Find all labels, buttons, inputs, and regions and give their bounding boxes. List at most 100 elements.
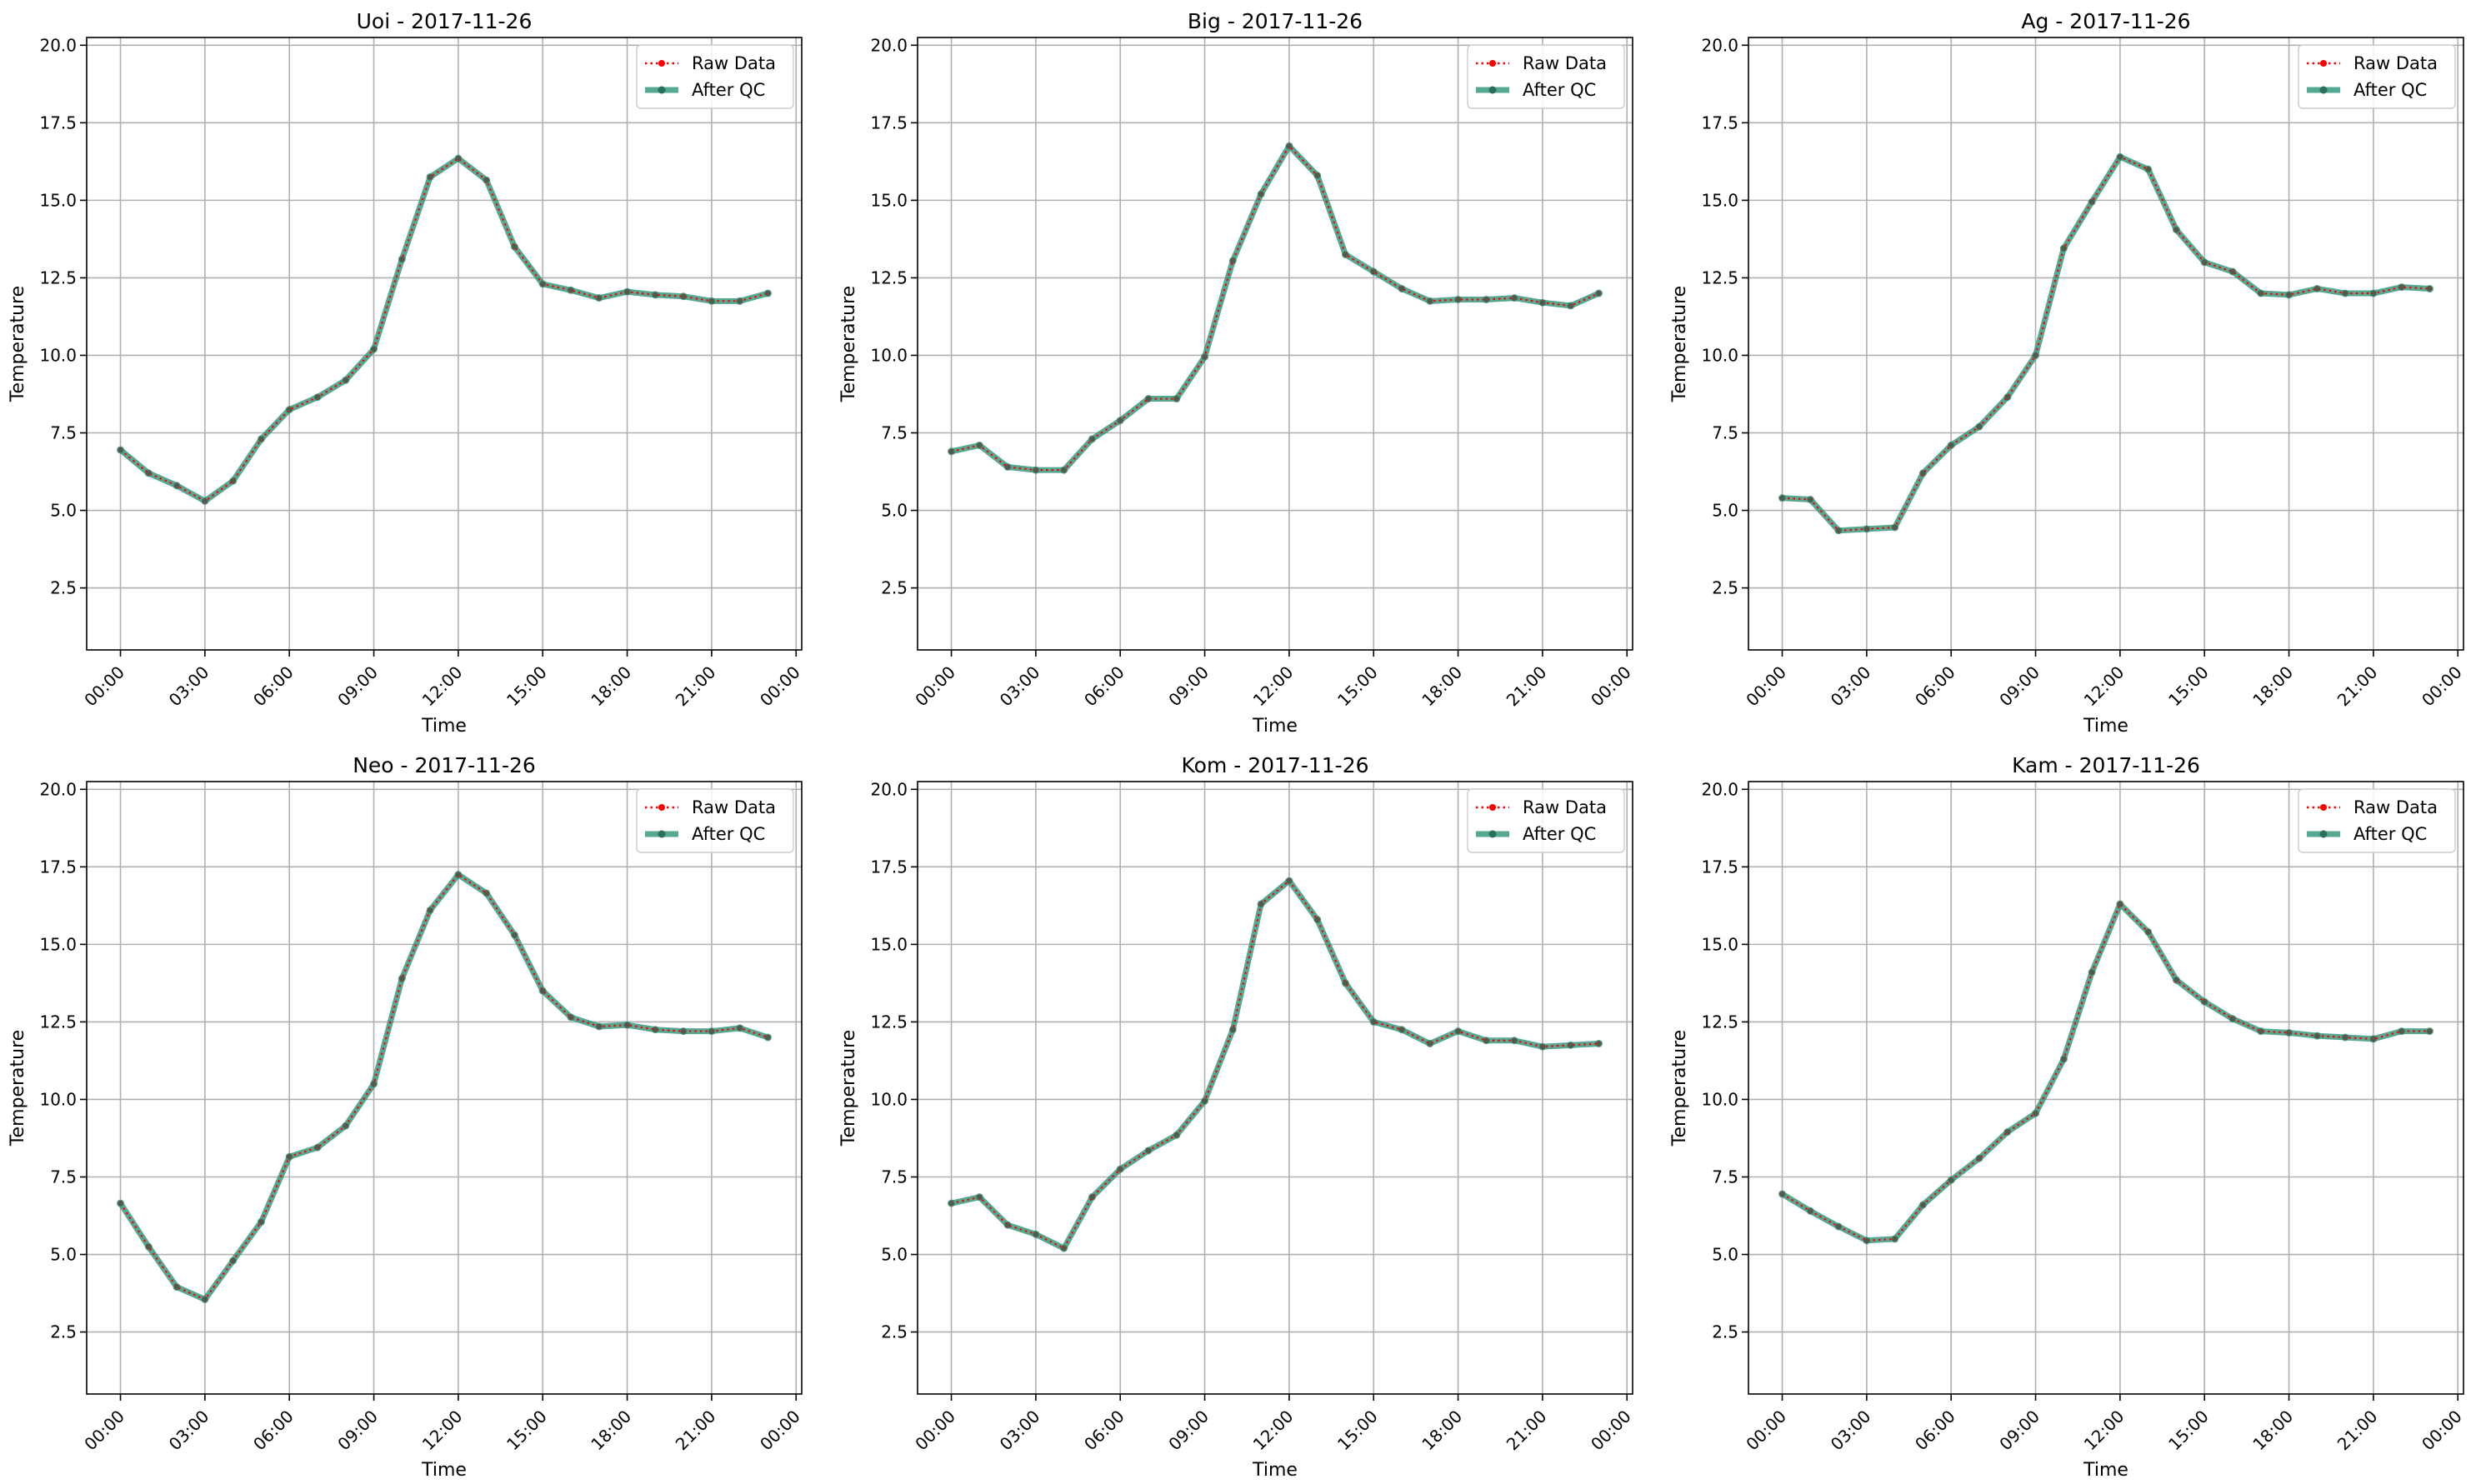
after-qc-marker [1512, 1037, 1518, 1043]
y-axis-label: Temperature [1669, 1030, 1690, 1147]
x-tick-label: 15:00 [2164, 1407, 2213, 1455]
after-qc-marker [2004, 394, 2010, 400]
y-tick-label: 7.5 [881, 422, 908, 442]
x-axis-label: Time [1252, 1460, 1298, 1481]
after-qc-marker [1808, 497, 1813, 502]
x-tick-label: 06:00 [249, 662, 298, 711]
x-tick-label: 03:00 [165, 1407, 213, 1455]
y-tick-label: 10.0 [39, 345, 77, 365]
legend-after-qc-label: After QC [692, 80, 765, 100]
after-qc-marker [118, 1201, 123, 1207]
after-qc-marker [2173, 977, 2179, 983]
after-qc-marker [2230, 268, 2236, 274]
x-tick-label: 18:00 [1418, 662, 1466, 711]
x-tick-label: 21:00 [1503, 662, 1551, 711]
after-qc-marker [1568, 302, 1573, 308]
x-tick-label: 06:00 [249, 1407, 298, 1455]
x-tick-label: 15:00 [1333, 1407, 1382, 1455]
series-raw-data-line [119, 873, 768, 1301]
after-qc-marker [1779, 1191, 1785, 1197]
chart-title: Kom - 2017-11-26 [1182, 753, 1369, 777]
after-qc-marker [455, 872, 461, 877]
after-qc-marker [653, 292, 658, 297]
x-tick-label: 09:00 [333, 662, 382, 711]
after-qc-marker [2145, 167, 2151, 172]
y-tick-label: 12.5 [870, 267, 908, 287]
after-qc-marker [737, 1025, 743, 1031]
x-tick-label: 00:00 [2418, 1407, 2466, 1455]
x-tick-label: 00:00 [911, 662, 959, 711]
y-tick-label: 2.5 [1712, 1322, 1738, 1342]
x-tick-label: 06:00 [1911, 1407, 1959, 1455]
after-qc-marker [1118, 1167, 1123, 1172]
after-qc-marker [2343, 1035, 2348, 1041]
y-axis-label: Temperature [8, 286, 28, 402]
legend-raw-data-marker [658, 60, 665, 67]
x-tick-label: 06:00 [1080, 1407, 1128, 1455]
after-qc-marker [512, 244, 518, 250]
y-tick-label: 10.0 [1701, 1089, 1738, 1109]
y-tick-label: 10.0 [870, 345, 908, 365]
y-tick-label: 12.5 [1701, 267, 1738, 287]
after-qc-marker [371, 347, 377, 352]
after-qc-marker [314, 394, 320, 400]
x-tick-label: 21:00 [672, 662, 720, 711]
plot-frame [86, 781, 803, 1395]
after-qc-marker [1808, 1208, 1813, 1214]
after-qc-marker [428, 907, 433, 913]
y-tick-label: 17.5 [39, 112, 77, 132]
after-qc-marker [2427, 286, 2433, 292]
after-qc-marker [948, 1201, 954, 1207]
after-qc-marker [1568, 1042, 1573, 1048]
after-qc-marker [1258, 191, 1264, 197]
x-tick-label: 03:00 [1827, 1407, 1875, 1455]
after-qc-marker [1976, 1156, 1982, 1162]
y-tick-label: 20.0 [39, 35, 77, 55]
after-qc-marker [1061, 1246, 1067, 1252]
after-qc-marker [1118, 417, 1123, 423]
x-tick-label: 00:00 [1587, 1407, 1635, 1455]
y-tick-label: 5.0 [1712, 1245, 1738, 1265]
after-qc-marker [2061, 246, 2067, 252]
y-axis-label: Temperature [838, 286, 859, 402]
legend-after-qc-marker [658, 86, 666, 94]
after-qc-marker [568, 287, 574, 293]
after-qc-marker [230, 478, 236, 484]
after-qc-marker [2314, 286, 2320, 292]
y-tick-label: 20.0 [1701, 779, 1738, 799]
after-qc-marker [174, 482, 180, 488]
after-qc-marker [1314, 917, 1320, 922]
chart-title: Big - 2017-11-26 [1188, 9, 1363, 33]
y-tick-label: 12.5 [1701, 1012, 1738, 1032]
x-tick-label: 15:00 [1333, 662, 1382, 711]
legend-raw-data-label: Raw Data [2353, 53, 2438, 73]
legend-after-qc-label: After QC [692, 824, 765, 844]
x-tick-label: 00:00 [1587, 662, 1635, 711]
y-tick-label: 20.0 [870, 779, 908, 799]
after-qc-marker [1399, 286, 1405, 292]
y-tick-label: 15.0 [870, 190, 908, 210]
after-qc-marker [1455, 297, 1461, 302]
after-qc-marker [1512, 295, 1518, 301]
legend-after-qc-marker [2319, 830, 2328, 838]
after-qc-marker [2117, 154, 2123, 160]
x-axis-label: Time [421, 716, 467, 737]
x-tick-label: 09:00 [333, 1407, 382, 1455]
x-tick-label: 21:00 [1503, 1407, 1551, 1455]
after-qc-marker [1427, 1041, 1433, 1047]
plot-frame [917, 781, 1633, 1395]
legend-after-qc-label: After QC [2353, 824, 2427, 844]
after-qc-marker [2089, 199, 2095, 205]
after-qc-marker [287, 407, 293, 412]
x-tick-label: 00:00 [756, 662, 804, 711]
subplot-2: 00:00 03:00 06:00 09:00 12:00 15:00 18:00 21:00… [838, 9, 1635, 737]
series-raw-data-line [951, 879, 1599, 1250]
after-qc-marker [2286, 292, 2292, 297]
after-qc-marker [428, 174, 433, 180]
legend-after-qc-label: After QC [2353, 80, 2427, 100]
after-qc-marker [174, 1284, 180, 1290]
y-tick-label: 2.5 [50, 578, 77, 598]
series-raw-data-line [1782, 155, 2430, 532]
y-tick-label: 15.0 [39, 934, 77, 954]
